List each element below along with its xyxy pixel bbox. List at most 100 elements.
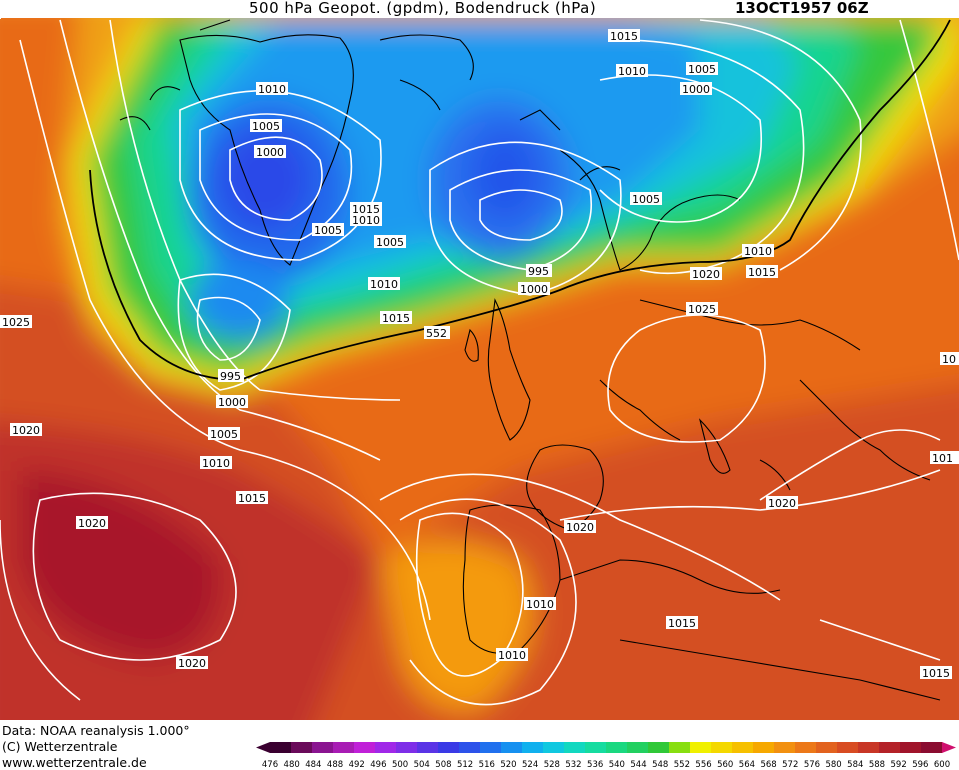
isobar-label: 1015	[350, 202, 382, 216]
header: 500 hPa Geopot. (gpdm), Bodendruck (hPa)…	[0, 0, 959, 18]
isobar-label: 1010	[616, 64, 648, 78]
scale-swatch	[690, 742, 712, 753]
scale-label: 492	[349, 760, 365, 770]
isobar-label: 101	[930, 451, 959, 465]
scale-label: 476	[262, 760, 278, 770]
isobar-label: 1015	[608, 29, 640, 43]
svg-text:552: 552	[426, 327, 447, 340]
scale-label: 600	[934, 760, 950, 770]
svg-text:1010: 1010	[618, 65, 646, 78]
scale-label: 544	[630, 760, 646, 770]
svg-text:1005: 1005	[314, 224, 342, 237]
svg-text:1015: 1015	[238, 492, 266, 505]
scale-swatch	[417, 742, 439, 753]
isobar-label: 1020	[176, 656, 208, 670]
isobar-label: 1025	[0, 315, 32, 329]
svg-text:1020: 1020	[692, 268, 720, 281]
scale-swatch	[900, 742, 922, 753]
scale-label: 520	[500, 760, 516, 770]
isobar-label: 1005	[250, 119, 282, 133]
scale-swatch	[585, 742, 607, 753]
isobar-label: 1015	[380, 311, 412, 325]
isobar-label: 1000	[216, 395, 248, 409]
svg-text:1005: 1005	[376, 236, 404, 249]
scale-swatch	[312, 742, 334, 753]
scale-label: 568	[760, 760, 776, 770]
scale-swatch	[711, 742, 733, 753]
scale-swatch	[753, 742, 775, 753]
isobars	[0, 19, 959, 706]
isobar-label: 995	[218, 369, 244, 383]
svg-text:1015: 1015	[382, 312, 410, 325]
scale-label: 508	[435, 760, 451, 770]
svg-text:1015: 1015	[748, 266, 776, 279]
isobar-labels: 1015 1010 1005 1000 1005 1000 1010 1015 …	[0, 18, 959, 680]
scale-swatch	[921, 742, 943, 753]
scale-label: 500	[392, 760, 408, 770]
scale-swatch	[354, 742, 376, 753]
svg-text:1025: 1025	[2, 316, 30, 329]
scale-swatch	[669, 742, 691, 753]
svg-text:1005: 1005	[252, 120, 280, 133]
isobar-label: 1020	[690, 267, 722, 281]
scale-label: 592	[891, 760, 907, 770]
scale-swatch	[291, 742, 313, 753]
svg-text:1010: 1010	[202, 457, 230, 470]
svg-text:1005: 1005	[632, 193, 660, 206]
scale-swatch	[837, 742, 859, 753]
svg-text:1015: 1015	[0, 18, 28, 21]
isobar-label: 1015	[666, 616, 698, 630]
scale-swatch	[627, 742, 649, 753]
scale-arrow-min	[256, 742, 270, 753]
scale-swatch	[774, 742, 796, 753]
scale-label: 532	[565, 760, 581, 770]
scale-swatch	[816, 742, 838, 753]
isobar-label: 1010	[496, 648, 528, 662]
scale-label: 580	[825, 760, 841, 770]
isobar-label: 1015	[236, 491, 268, 505]
svg-text:1000: 1000	[218, 396, 246, 409]
svg-text:1005: 1005	[210, 428, 238, 441]
isobar-label: 1020	[766, 496, 798, 510]
scale-label: 480	[284, 760, 300, 770]
svg-text:1015: 1015	[668, 617, 696, 630]
scale-label: 528	[544, 760, 560, 770]
isobar-label: 1010	[742, 244, 774, 258]
scale-label: 564	[739, 760, 755, 770]
isobar-label: 1005	[208, 427, 240, 441]
isobar-label: 1005	[686, 62, 718, 76]
scale-swatch	[522, 742, 544, 753]
svg-text:1010: 1010	[498, 649, 526, 662]
scale-swatch	[459, 742, 481, 753]
svg-text:1015: 1015	[922, 667, 950, 680]
website: www.wetterzentrale.de	[2, 755, 147, 770]
scale-label: 484	[305, 760, 321, 770]
scale-swatch	[438, 742, 460, 753]
isobar-label: 1010	[256, 82, 288, 96]
scale-swatch	[564, 742, 586, 753]
svg-text:1020: 1020	[78, 517, 106, 530]
scale-swatch	[732, 742, 754, 753]
scale-label: 496	[370, 760, 386, 770]
scale-swatch	[501, 742, 523, 753]
isobar-label: 1010	[200, 456, 232, 470]
scale-label: 572	[782, 760, 798, 770]
isobar-label: 10	[940, 352, 959, 366]
scale-label: 560	[717, 760, 733, 770]
scale-label: 512	[457, 760, 473, 770]
isobar-label: 1015	[0, 18, 28, 21]
isobar-label: 1005	[630, 192, 662, 206]
isobar-label: 1025	[686, 302, 718, 316]
svg-text:1020: 1020	[768, 497, 796, 510]
scale-label: 536	[587, 760, 603, 770]
scale-label: 524	[522, 760, 538, 770]
isobar-label: 1000	[254, 145, 286, 159]
scale-label: 516	[479, 760, 495, 770]
scale-swatch	[879, 742, 901, 753]
svg-text:1015: 1015	[610, 30, 638, 43]
svg-text:1020: 1020	[12, 424, 40, 437]
isobar-label: 1005	[374, 235, 406, 249]
scale-swatch	[270, 742, 292, 753]
svg-text:10: 10	[942, 353, 956, 366]
svg-text:1010: 1010	[370, 278, 398, 291]
